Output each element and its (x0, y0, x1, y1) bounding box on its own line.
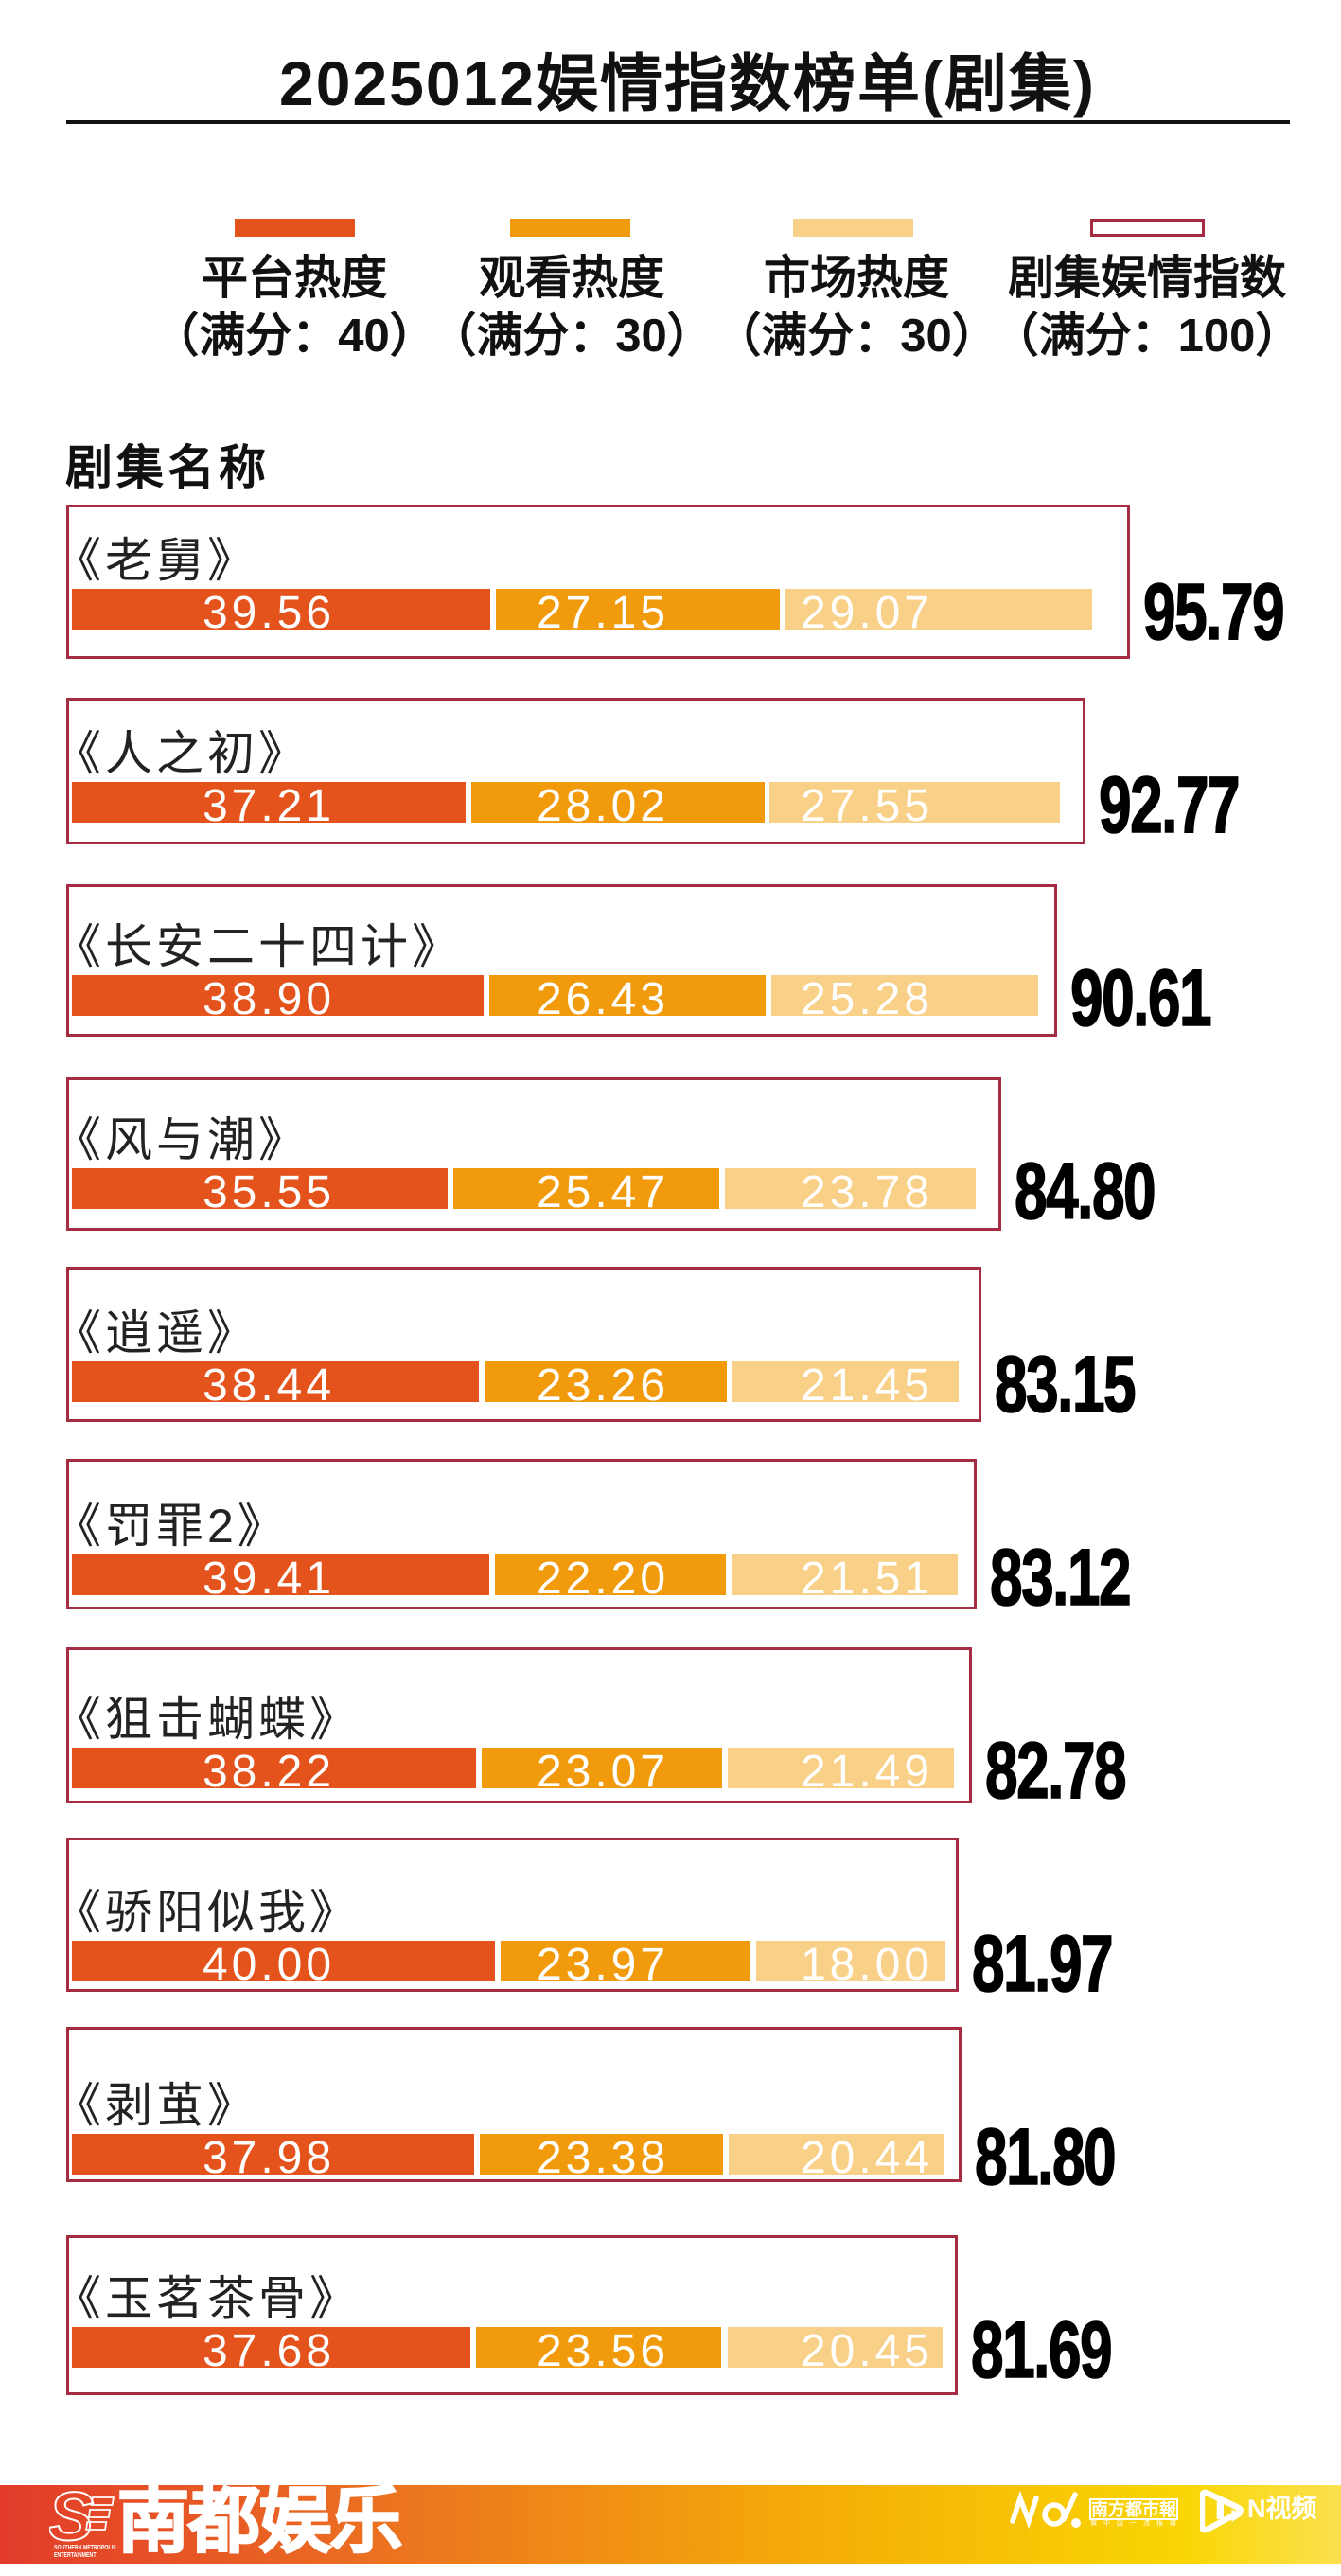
svg-text:S: S (49, 2490, 94, 2545)
